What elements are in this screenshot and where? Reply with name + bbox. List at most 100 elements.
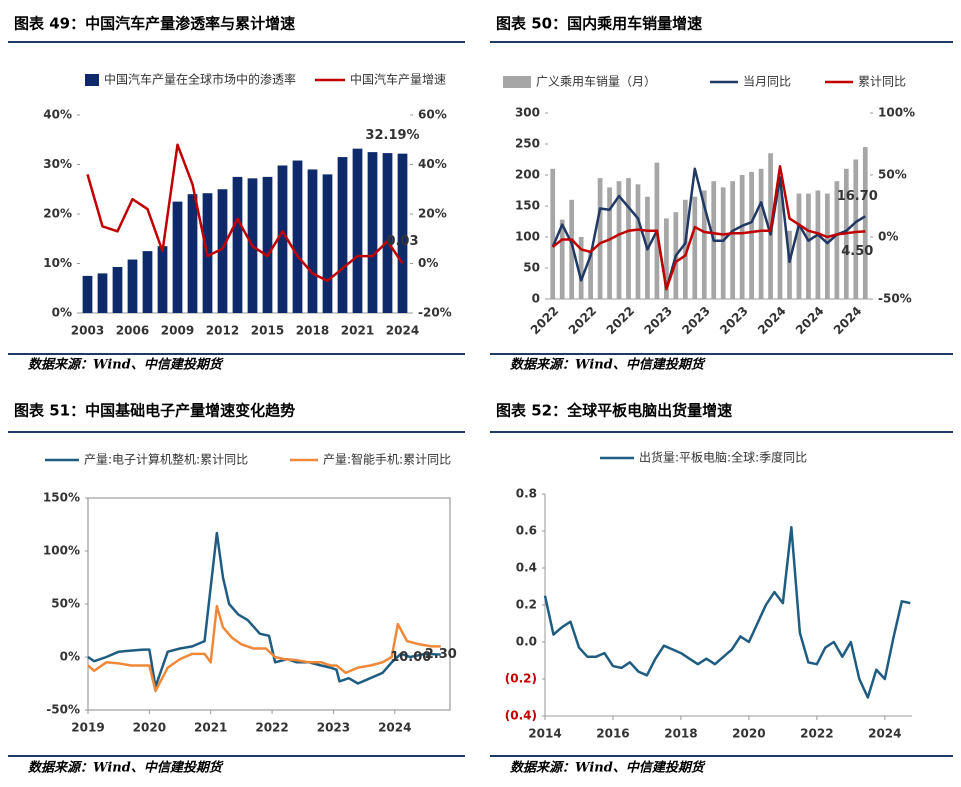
source-note: 数据来源：Wind、中信建投期货 (510, 760, 706, 776)
x-tick-label: 2018 (664, 727, 697, 741)
bar (588, 252, 593, 299)
legend-label: 产量:电子计算机整机:累计同比 (84, 452, 248, 467)
x-tick-label: 2024 (868, 727, 901, 741)
bar (806, 193, 811, 299)
x-tick-label: 2009 (161, 324, 194, 338)
series-line (86, 143, 404, 283)
x-tick-label: 2020 (732, 727, 765, 741)
y-tick-label: 0% (878, 230, 898, 244)
bar (187, 194, 198, 313)
y-tick-label: (0.2) (505, 672, 537, 686)
plot-frame (87, 497, 451, 711)
bar (142, 251, 153, 313)
x-tick-label: 2019 (71, 721, 104, 735)
y-tick-label: 0.4 (516, 561, 537, 575)
x-tick-label: 2023 (641, 304, 675, 338)
x-tick-label: 2024 (386, 324, 419, 338)
x-tick-label: 2022 (528, 304, 562, 338)
bar (664, 218, 669, 299)
y-tick-label: 200 (515, 168, 540, 182)
bar (292, 160, 303, 313)
bar (322, 174, 333, 313)
y-tick-label: 0% (418, 256, 438, 270)
x-tick-label: 2022 (604, 304, 638, 338)
bar (597, 178, 603, 299)
bar (112, 266, 123, 313)
source-note: 数据来源：Wind、中信建投期货 (28, 760, 224, 776)
x-tick-label: 2024 (378, 721, 411, 735)
x-tick-label: 2022 (566, 304, 600, 338)
legend-label: 广义乘用车销量（月） (536, 74, 656, 89)
bar (777, 178, 783, 299)
legend-label: 产量:智能手机:累计同比 (323, 452, 451, 467)
panel-title: 图表 52：全球平板电脑出货量增速 (496, 402, 732, 420)
legend-label: 中国汽车产量在全球市场中的渗透率 (104, 72, 296, 87)
bar (682, 199, 688, 299)
y-tick-label: 20% (43, 207, 72, 221)
bar (825, 193, 830, 299)
y-tick-label: -20% (418, 306, 452, 320)
y-tick-label: 0% (52, 306, 72, 320)
x-tick-label: 2024 (831, 304, 865, 338)
bar (232, 176, 243, 313)
x-tick-label: 2021 (341, 324, 374, 338)
bar (626, 178, 631, 299)
y-tick-label: 50% (51, 597, 80, 611)
bar (172, 201, 183, 313)
panel-title: 图表 51：中国基础电子产量增速变化趋势 (14, 402, 295, 420)
data-label: 0.03 (386, 234, 418, 249)
bar (337, 157, 348, 313)
x-tick-label: 2022 (255, 721, 288, 735)
series-line (87, 604, 441, 693)
y-tick-label: 100 (515, 230, 540, 244)
bar (82, 275, 93, 313)
y-tick-label: 0.0 (516, 635, 537, 649)
bar (692, 196, 698, 299)
bar (367, 152, 378, 313)
y-tick-label: 150% (43, 491, 80, 505)
bar (578, 237, 584, 299)
bar (796, 193, 802, 299)
x-tick-label: 2003 (71, 324, 104, 338)
bar (787, 230, 792, 299)
bar (730, 181, 736, 299)
x-tick-label: 2023 (717, 304, 751, 338)
bar (635, 184, 641, 299)
bar (758, 168, 764, 299)
y-tick-label: 30% (43, 157, 72, 171)
data-label: 32.19% (365, 128, 419, 143)
x-tick-label: 2023 (317, 721, 350, 735)
data-label: 2.30 (425, 647, 457, 662)
legend-label: 当月同比 (743, 75, 791, 89)
bar (701, 190, 707, 299)
y-tick-label: 100% (878, 106, 915, 120)
y-tick-label: 10% (43, 256, 72, 270)
bar (277, 165, 288, 313)
x-tick-label: 2020 (133, 721, 166, 735)
y-tick-label: 300 (515, 106, 540, 120)
bar (834, 181, 840, 299)
data-label: 10.00 (390, 650, 431, 665)
legend-label: 中国汽车产量增速 (350, 72, 446, 87)
y-tick-label: 0 (532, 292, 540, 306)
bar (97, 273, 108, 313)
y-tick-label: 50% (878, 168, 907, 182)
y-tick-label: -50% (878, 292, 912, 306)
panel-title: 图表 49：中国汽车产量渗透率与累计增速 (14, 15, 295, 33)
bar (616, 181, 622, 299)
legend-swatch (503, 76, 531, 88)
y-tick-label: 100% (43, 544, 80, 558)
data-label: 16.70 (837, 189, 878, 204)
legend-label: 出货量:平板电脑:全球:季度同比 (639, 450, 807, 465)
bar (217, 189, 228, 313)
bar (815, 190, 821, 299)
bar (739, 175, 745, 299)
y-tick-label: 0.2 (516, 598, 537, 612)
bar (569, 199, 575, 299)
x-tick-label: 2006 (116, 324, 149, 338)
series-line (87, 531, 441, 688)
series-line (551, 165, 866, 291)
bar (157, 246, 168, 313)
bar (262, 176, 273, 313)
